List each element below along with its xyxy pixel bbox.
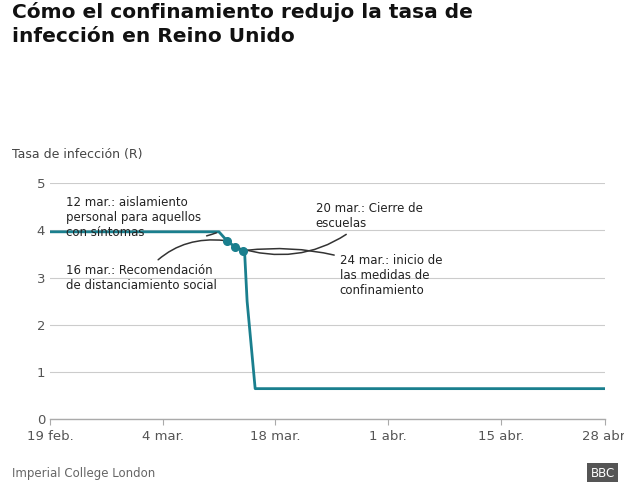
Text: 24 mar.: inicio de
las medidas de
confinamiento: 24 mar.: inicio de las medidas de confin… <box>246 249 442 297</box>
Text: Tasa de infección (R): Tasa de infección (R) <box>12 148 143 161</box>
Text: 20 mar.: Cierre de
escuelas: 20 mar.: Cierre de escuelas <box>238 202 422 254</box>
Text: infección en Reino Unido: infección en Reino Unido <box>12 27 295 45</box>
Text: Imperial College London: Imperial College London <box>12 467 156 480</box>
Text: 12 mar.: aislamiento
personal para aquellos
con síntomas: 12 mar.: aislamiento personal para aquel… <box>66 196 217 240</box>
Text: 16 mar.: Recomendación
de distanciamiento social: 16 mar.: Recomendación de distanciamient… <box>66 240 224 293</box>
Text: BBC: BBC <box>590 467 615 480</box>
Text: Cómo el confinamiento redujo la tasa de: Cómo el confinamiento redujo la tasa de <box>12 2 474 22</box>
